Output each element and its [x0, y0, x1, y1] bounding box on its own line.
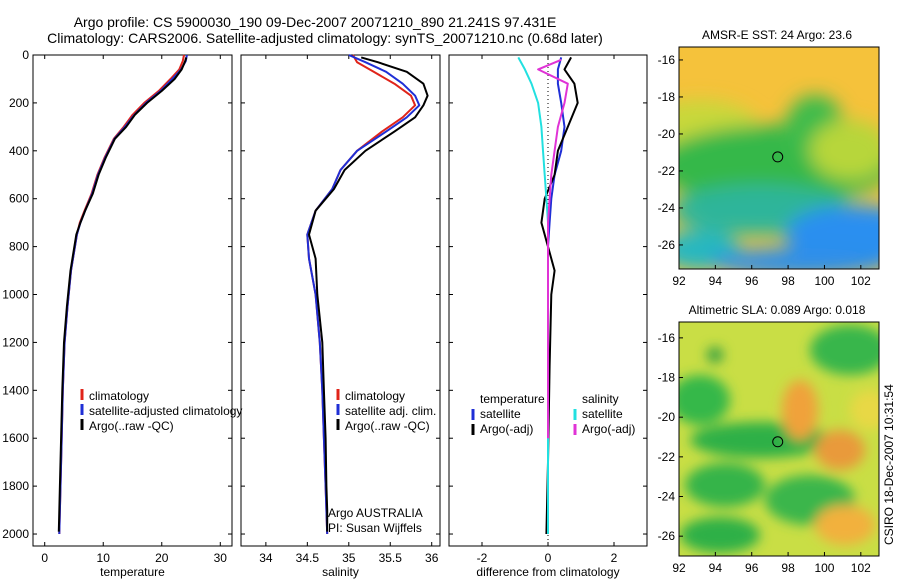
sla_map-y-tick-label: -24: [658, 490, 676, 504]
difference-series-3: [537, 58, 569, 439]
difference-x-axis-label: difference from climatology: [476, 565, 619, 579]
sst_map-y-tick-label: -24: [658, 201, 676, 215]
sla_map-title: Altimetric SLA: 0.089 Argo: 0.018: [689, 303, 866, 317]
sst_map-x-tick-label: 96: [745, 274, 759, 288]
legend-label-left: satellite: [480, 407, 521, 421]
temperature-legend-label: Argo(..raw -QC): [89, 419, 174, 433]
difference-series-2: [517, 56, 549, 534]
depth-tick-label: 600: [9, 192, 29, 206]
temperature-series-2: [57, 57, 188, 532]
sla_map-y-tick-label: -18: [658, 371, 676, 385]
salinity-x-axis-label: salinity: [322, 565, 359, 579]
salinity-plot-frame: [240, 54, 441, 547]
legend-label-left: Argo(-adj): [480, 422, 533, 436]
legend-label-right: satellite: [582, 407, 623, 421]
salinity-legend-label: climatology: [345, 389, 405, 403]
temperature-x-tick-label: 0: [41, 551, 48, 565]
depth-tick-label: 800: [9, 240, 29, 254]
legend-group-title-left: temperature: [480, 392, 545, 406]
sst_map-y-tick-label: -18: [658, 90, 676, 104]
depth-tick-label: 400: [9, 144, 29, 158]
sst_map-x-tick-label: 98: [781, 274, 795, 288]
sla_map-y-tick-label: -26: [658, 529, 676, 543]
sla_map-x-tick-label: 92: [672, 561, 686, 575]
sst_map-x-tick-label: 94: [709, 274, 723, 288]
timestamp-label: CSIRO 18-Dec-2007 10:31:54: [882, 384, 896, 545]
salinity-series-0: [306, 54, 417, 535]
sst_map-y-tick-label: -26: [658, 238, 676, 252]
salinity-series-2: [308, 56, 429, 532]
depth-tick-label: 1600: [2, 431, 29, 445]
sla_map-x-tick-label: 96: [745, 561, 759, 575]
temperature-x-tick-label: 10: [97, 551, 111, 565]
legend-group-title-right: salinity: [582, 392, 619, 406]
salinity-legend-label: Argo(..raw -QC): [345, 419, 430, 433]
chart-title-line-2: Climatology: CARS2006. Satellite-adjuste…: [47, 30, 603, 46]
salinity-series-1: [306, 54, 421, 535]
salinity-x-tick-label: 36: [425, 551, 439, 565]
salinity-x-tick-label: 34: [259, 551, 273, 565]
temperature-series-0: [58, 54, 185, 535]
depth-tick-label: 1000: [2, 288, 29, 302]
depth-tick-label: 0: [22, 48, 29, 62]
temperature-x-tick-label: 20: [155, 551, 169, 565]
sst_map-x-tick-label: 102: [851, 274, 871, 288]
float-owner-annotation: PI: Susan Wijffels: [328, 521, 422, 535]
sla_map-x-tick-label: 98: [781, 561, 795, 575]
sla_map-x-tick-label: 102: [851, 561, 871, 575]
chart-title-line-1: Argo profile: CS 5900030_190 09-Dec-2007…: [73, 14, 557, 30]
legend-label-right: Argo(-adj): [582, 422, 635, 436]
salinity-x-tick-label: 34.5: [296, 551, 320, 565]
difference-series-1: [540, 56, 579, 535]
temperature-plot-frame: [32, 54, 233, 547]
depth-tick-label: 1200: [2, 335, 29, 349]
sst_map-x-tick-label: 100: [814, 274, 834, 288]
depth-tick-label: 1400: [2, 383, 29, 397]
sst_map-profile-location-marker: [772, 151, 784, 163]
depth-tick-label: 200: [9, 96, 29, 110]
sla_map-y-tick-label: -16: [658, 331, 676, 345]
salinity-x-tick-label: 35: [342, 551, 356, 565]
difference-x-tick-label: 0: [545, 551, 552, 565]
sla_map-y-tick-label: -22: [658, 450, 676, 464]
sst_map-x-tick-label: 92: [672, 274, 686, 288]
sst_map-y-tick-label: -16: [658, 53, 676, 67]
float-owner-annotation: Argo AUSTRALIA: [328, 506, 423, 520]
sla_map-x-tick-label: 94: [709, 561, 723, 575]
temperature-legend-label: climatology: [89, 389, 149, 403]
sst-map-field: [679, 47, 879, 269]
depth-tick-label: 2000: [2, 527, 29, 541]
sla_map-profile-location-marker: [772, 436, 784, 448]
temperature-x-tick-label: 30: [214, 551, 228, 565]
sla_map-y-tick-label: -20: [658, 410, 676, 424]
depth-tick-label: 1800: [2, 479, 29, 493]
sst_map-frame: [678, 46, 880, 270]
difference-x-tick-label: 2: [611, 551, 618, 565]
sst_map-y-tick-label: -22: [658, 164, 676, 178]
sla-map-field: [679, 322, 879, 556]
salinity-legend-label: satellite adj. clim.: [345, 404, 436, 418]
sst_map-title: AMSR-E SST: 24 Argo: 23.6: [702, 28, 852, 42]
temperature-legend-label: satellite-adjusted climatology: [89, 404, 242, 418]
sla_map-frame: [678, 321, 880, 557]
temperature-x-axis-label: temperature: [100, 565, 165, 579]
sla_map-x-tick-label: 100: [814, 561, 834, 575]
sst_map-y-tick-label: -20: [658, 127, 676, 141]
difference-x-tick-label: -2: [477, 551, 488, 565]
salinity-x-tick-label: 35.5: [379, 551, 403, 565]
